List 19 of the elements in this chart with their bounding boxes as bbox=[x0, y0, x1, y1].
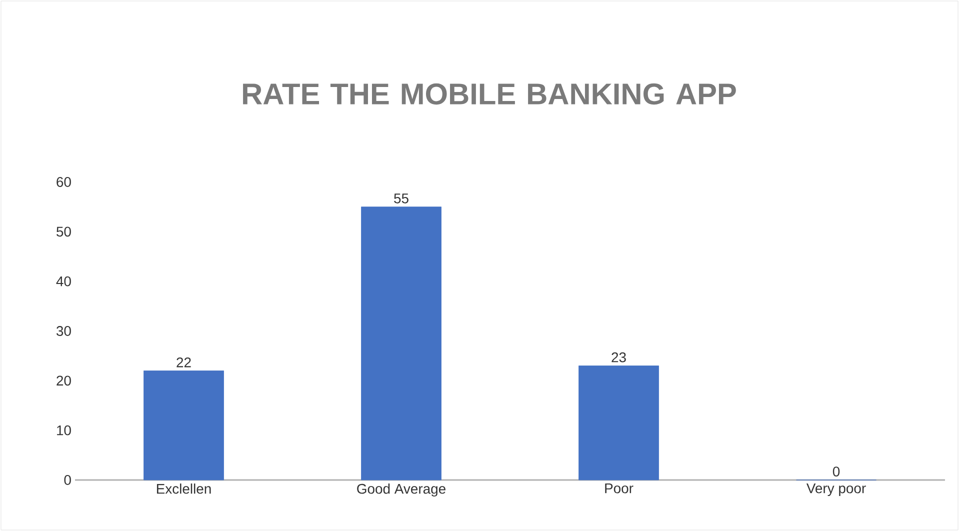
y-tick-label: 10 bbox=[57, 425, 71, 436]
y-tick-label: 60 bbox=[56, 177, 71, 187]
y-tick-label: 40 bbox=[56, 276, 71, 286]
y-tick-label: 0 bbox=[64, 475, 71, 485]
x-tick-label: Very poor bbox=[806, 484, 866, 496]
data-label: 23 bbox=[612, 352, 626, 362]
data-label: 22 bbox=[176, 357, 191, 368]
x-tick-label: Exclellen bbox=[156, 484, 211, 494]
bar bbox=[361, 206, 442, 480]
data-label: 55 bbox=[394, 194, 408, 204]
y-tick-label: 50 bbox=[56, 226, 71, 237]
data-label: 0 bbox=[832, 466, 840, 476]
chart-title: RATE THE MOBILE BANKING APP bbox=[243, 83, 736, 105]
bar bbox=[144, 370, 224, 480]
x-tick-label: Poor bbox=[605, 484, 634, 494]
y-tick-label: 20 bbox=[56, 376, 71, 386]
x-tick-label: Good Average bbox=[357, 484, 446, 497]
y-tick-label: 30 bbox=[56, 326, 71, 336]
bar bbox=[578, 366, 659, 480]
